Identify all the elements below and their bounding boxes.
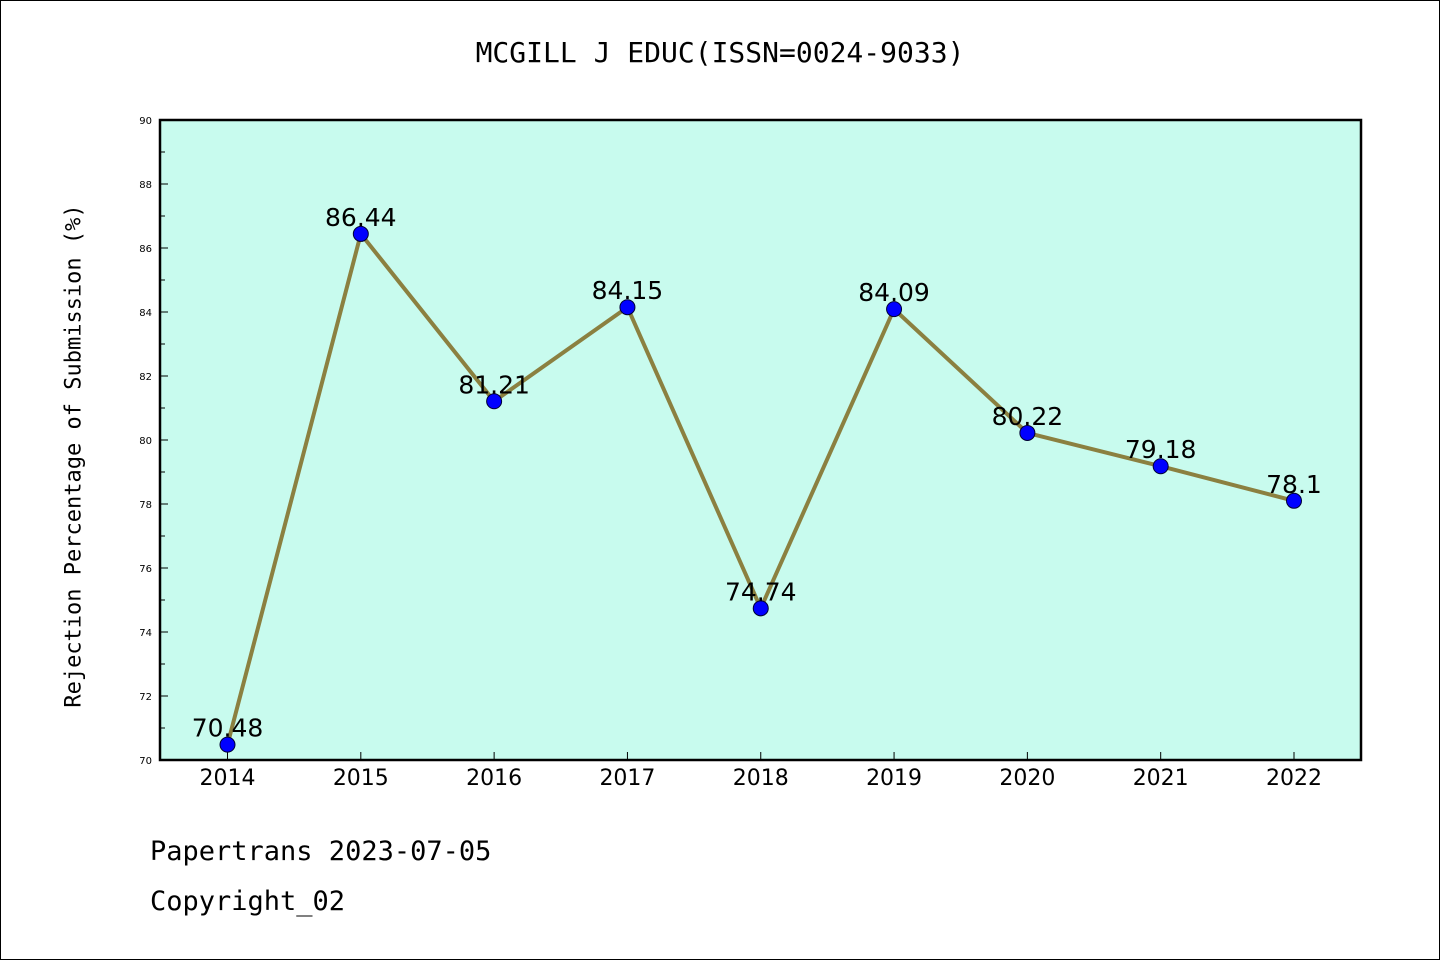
y-tick-label: 90 [139, 116, 152, 127]
data-label: 84.09 [858, 278, 930, 307]
y-tick-label: 80 [139, 436, 152, 447]
data-point [219, 736, 236, 753]
y-tick-label: 74 [139, 628, 152, 639]
data-point [886, 301, 903, 318]
data-label: 78.1 [1266, 470, 1322, 499]
x-tick-label: 2019 [866, 766, 922, 791]
data-label: 81.21 [458, 370, 530, 399]
data-label: 86.44 [325, 203, 397, 232]
y-tick-label: 86 [139, 244, 152, 255]
footer-date: Papertrans 2023-07-05 [150, 836, 492, 867]
data-point [1286, 492, 1302, 509]
x-tick-label: 2014 [200, 766, 256, 791]
x-tick-label: 2015 [333, 766, 389, 791]
x-tick-label: 2018 [733, 766, 789, 791]
plot-border [158, 118, 1363, 762]
data-label: 80.22 [992, 402, 1064, 431]
data-label: 79.18 [1125, 435, 1197, 464]
data-point [352, 225, 369, 242]
y-tick-label: 82 [139, 372, 152, 383]
y-tick-label: 70 [139, 756, 152, 767]
x-tick-label: 2021 [1133, 766, 1189, 791]
data-point [619, 299, 636, 316]
data-label: 70.48 [192, 714, 264, 743]
data-point [752, 600, 769, 617]
data-label: 84.15 [592, 276, 664, 305]
x-tick-label: 2017 [599, 766, 655, 791]
data-point [1019, 424, 1036, 441]
y-tick-label: 84 [139, 308, 152, 319]
x-tick-label: 2020 [999, 766, 1055, 791]
x-tick-label: 2016 [466, 766, 522, 791]
y-tick-label: 78 [139, 500, 152, 511]
x-tick-label: 2022 [1266, 766, 1322, 791]
chart-title: MCGILL J EDUC(ISSN=0024-9033) [475, 36, 965, 69]
data-point [486, 393, 503, 410]
footer-copyright: Copyright_02 [150, 886, 346, 917]
data-point [1152, 458, 1169, 475]
y-tick-label: 76 [139, 564, 152, 575]
data-label: 74.74 [725, 577, 797, 606]
y-tick-label: 72 [139, 692, 152, 703]
y-tick-label: 88 [139, 180, 152, 191]
